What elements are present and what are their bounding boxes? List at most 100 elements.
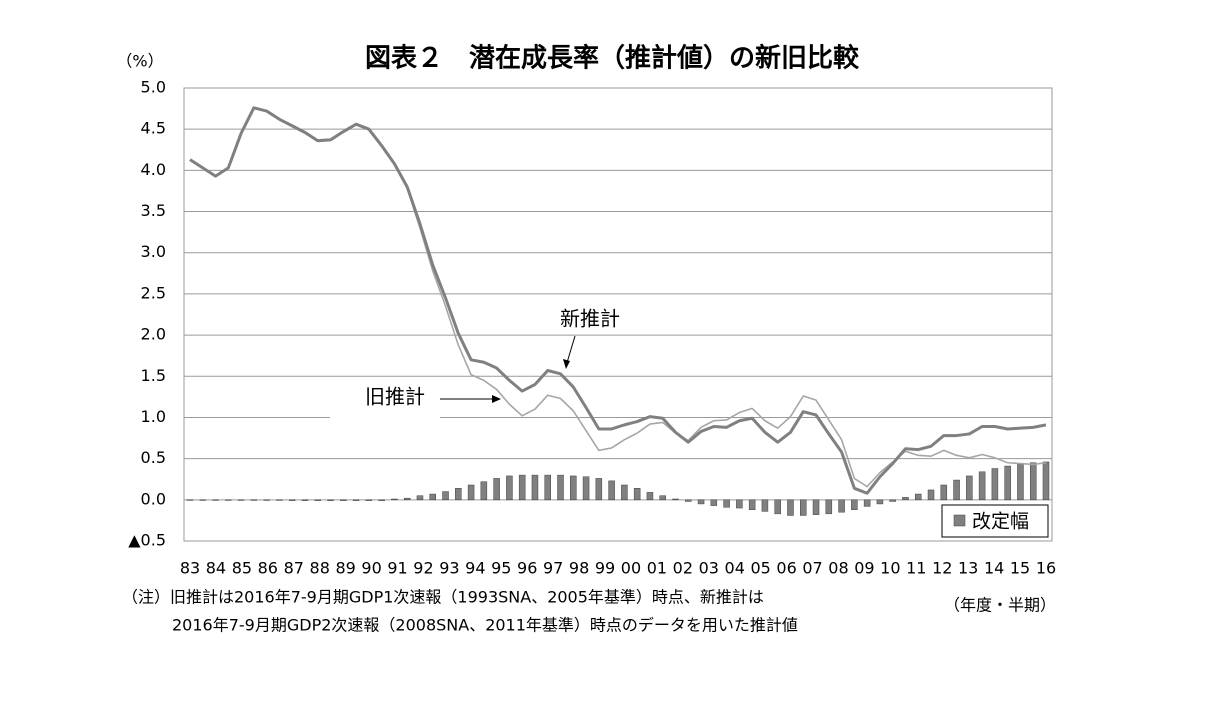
annotation-bg [330,378,440,418]
bar [506,475,513,501]
bar [685,499,692,502]
y-tick-label: 0.0 [141,489,166,508]
bar [914,493,922,501]
y-tick-label: 5.0 [141,78,166,97]
x-tick-label: 11 [906,559,926,578]
bar [288,499,296,501]
x-tick-label: 12 [932,559,952,578]
bar [327,499,334,501]
bar [237,499,245,501]
bar [1042,461,1050,501]
bar [493,478,500,501]
bar [391,498,398,501]
x-tick-label: 00 [621,559,641,578]
x-tick-label: 07 [802,559,822,578]
x-tick-label: 01 [647,559,667,578]
y-tick-label: 0.5 [141,448,166,467]
x-tick-label: 13 [958,559,978,578]
bar [199,499,207,501]
note: （注）旧推計は2016年7-9月期GDP1次速報（1993SNA、2005年基準… [122,588,764,607]
x-tick-label: 89 [335,559,355,578]
y-tick-label: 1.5 [141,366,166,385]
bar [902,497,909,501]
x-tick-label: 06 [776,559,796,578]
bar [646,492,654,501]
y-tick-label: 4.0 [141,160,166,179]
chart-title: 図表２ 潜在成長率（推計値）の新旧比較 [365,43,860,74]
x-tick-label: 87 [284,559,304,578]
bar [800,499,807,516]
x-tick-label: 88 [310,559,330,578]
bar [582,476,590,501]
y-tick-label: ▲0.5 [128,531,166,550]
bar [263,499,270,501]
y-tick-label: 3.5 [141,201,166,220]
bar [825,499,833,515]
x-tick-label: 05 [750,559,770,578]
x-tick-label: 14 [984,559,1004,578]
arrow-head [492,395,501,403]
x-tick-label: 08 [828,559,848,578]
bar [863,499,871,507]
bar [314,499,322,501]
bar [851,499,858,510]
bar [787,499,794,516]
bar [225,499,232,501]
bar [672,498,679,501]
bar [723,499,730,508]
x-tick-label: 93 [439,559,459,578]
x-tick-label: 16 [1036,559,1056,578]
bar [748,499,756,510]
plot-border [183,87,1053,542]
y-tick-label: 3.0 [141,242,166,261]
bar [250,499,258,501]
legend-swatch [953,514,966,527]
x-tick-label: 96 [517,559,537,578]
bar [889,499,896,502]
bar [608,480,615,501]
bar [186,499,194,501]
bar [455,488,462,501]
bar [518,474,526,501]
x-tick-label: 98 [569,559,589,578]
bar [966,475,973,501]
x-tick-label: 15 [1010,559,1030,578]
bar [1017,464,1024,501]
y-tick-label: 2.0 [141,325,166,344]
bar [621,484,628,501]
legend-label: 改定幅 [972,511,1029,533]
x-tick-label: 97 [543,559,563,578]
x-tick-label: 02 [673,559,693,578]
x-tick-label: 92 [413,559,433,578]
bar [480,481,488,501]
bar [429,493,436,501]
bar [570,475,577,501]
x-tick-label: 83 [180,559,200,578]
y-tick-label: 4.5 [141,119,166,138]
x-tick-label: 99 [595,559,615,578]
bar [710,499,718,506]
bar [940,484,948,501]
bar [212,499,219,501]
bar [365,499,373,501]
bar [352,499,360,501]
bar [595,478,603,501]
x-tick-label: 91 [387,559,407,578]
bar [416,495,424,501]
bar [697,499,705,505]
bar [927,489,935,501]
bar [557,474,564,501]
x-tick-label: 90 [361,559,381,578]
bar [774,499,781,515]
x-tick-label: 85 [232,559,252,578]
bar [659,495,666,501]
x-tick-label: 04 [725,559,745,578]
y-tick-label: 2.5 [141,283,166,302]
bar [276,499,283,501]
bar [1029,462,1037,501]
bar [812,499,820,515]
bar [467,484,475,501]
bar [876,499,884,505]
x-tick-label: 03 [699,559,719,578]
